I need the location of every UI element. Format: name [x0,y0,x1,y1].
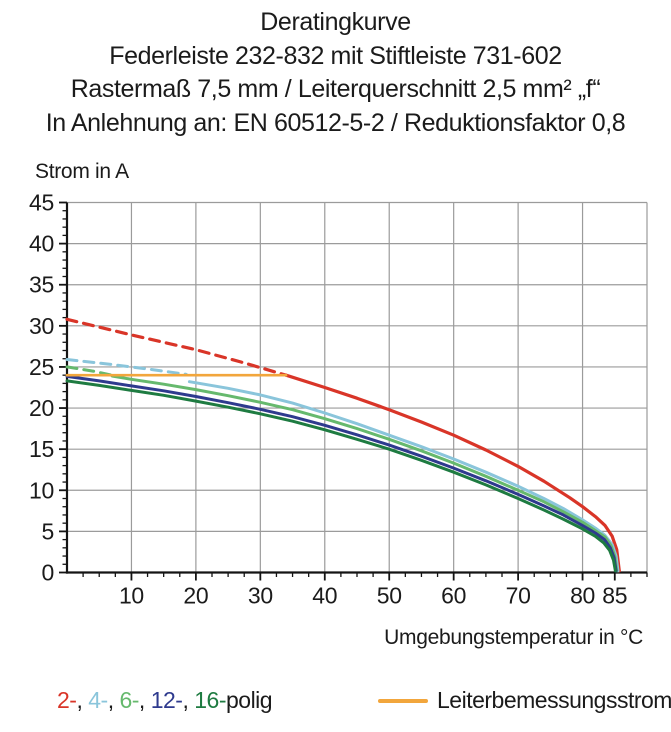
series-6-polig-solid [110,374,619,573]
chart-title-line-4: In Anlehnung an: EN 60512-5-2 / Reduktio… [45,108,626,137]
y-axis-title: Strom in A [35,160,129,183]
series-2-polig-dashed [65,317,288,377]
legend-pole-separator: , [138,687,151,713]
legend-pole-label: 12- [150,687,183,713]
series-4-polig-solid [187,380,620,573]
legend-pole-label: 2- [57,687,77,713]
legend-pole-label: 6- [119,687,139,713]
legend-rated-current: Leiterbemessungsstrom [378,687,671,714]
legend-pole-label: 4- [88,687,108,713]
y-tick-label: 35 [29,272,54,298]
y-tick-label: 25 [29,354,54,380]
legend-pole-separator: , [182,687,195,713]
series-2-polig-solid [284,373,621,573]
series-16-polig-solid [65,379,617,573]
series-6-polig-dashed [65,365,114,377]
y-tick-label: 0 [42,560,55,586]
chart-title-line-3: Rastermaß 7,5 mm / Leiterquerschnitt 2,5… [70,75,601,103]
legend-pole-label: 16- [194,687,226,713]
x-tick-label: 80 [570,583,595,609]
series-12-polig-solid [65,374,618,573]
chart-title-block: Deratingkurve Federleiste 232-832 mit St… [0,6,671,140]
rated-current-label: Leiterbemessungsstrom [437,687,671,713]
y-tick-label: 20 [29,395,54,421]
x-tick-label: 50 [377,583,402,609]
x-tick-label: 40 [312,583,337,609]
chart-title-line-2: Federleiste 232-832 mit Stiftleiste 731-… [109,41,562,70]
rated-current-line-swatch [378,698,428,703]
x-tick-label: 85 [602,583,627,609]
legend-poles: 2-, 4-, 6-, 12-, 16-polig [57,687,273,714]
y-tick-label: 40 [29,231,54,257]
x-tick-label: 60 [441,583,466,609]
legend-pole-suffix: polig [225,687,273,713]
x-tick-label: 70 [506,583,531,609]
y-tick-label: 15 [29,436,54,462]
legend-pole-separator: , [76,687,89,713]
x-tick-label: 20 [183,583,208,609]
series-4-polig-dashed [65,358,188,376]
y-tick-label: 30 [29,313,54,339]
x-tick-label: 30 [248,583,273,609]
y-tick-label: 10 [29,477,54,503]
chart-title-line-1: Deratingkurve [260,8,411,36]
y-tick-label: 45 [29,190,54,216]
x-tick-label: 10 [119,583,144,609]
y-tick-label: 5 [42,518,55,544]
legend-pole-separator: , [107,687,120,713]
x-axis-title: Umgebungstemperatur in °C [384,626,643,649]
